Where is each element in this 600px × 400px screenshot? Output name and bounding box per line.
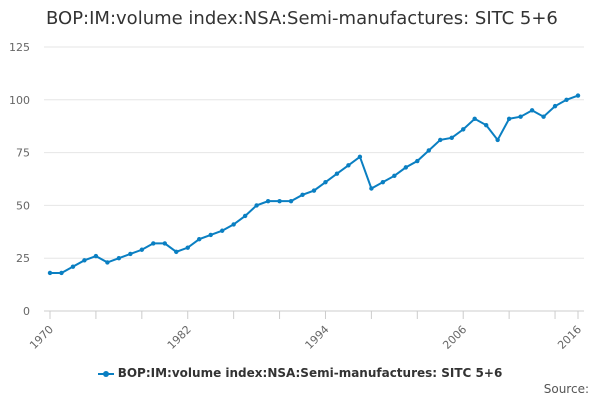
data-point [357,154,363,160]
data-point [334,171,340,176]
data-point [70,264,76,269]
x-tick-label: 1994 [303,323,332,352]
source-label: Source: [543,382,589,396]
data-point [139,247,145,252]
y-tick-label: 50 [16,199,30,212]
data-point [346,163,351,168]
data-point [93,253,99,259]
x-tick-label: 1970 [27,323,56,352]
y-tick-label: 100 [9,94,30,107]
data-point [219,228,225,233]
data-point [151,241,156,246]
data-point [449,135,454,141]
data-point [254,203,259,208]
data-point [116,256,122,261]
data-point [265,198,271,204]
data-point [461,127,466,132]
legend-label: BOP:IM:volume index:NSA:Semi-manufacture… [117,366,503,380]
data-point [277,198,282,204]
data-point [208,232,213,238]
data-point [369,186,374,191]
data-point [105,260,110,265]
chart-title: BOP:IM:volume index:NSA:Semi-manufacture… [46,8,558,29]
data-point [426,148,431,153]
x-tick-label: 1982 [165,323,194,352]
y-tick-label: 125 [9,41,30,54]
y-tick-label: 75 [16,147,30,160]
data-point [288,198,294,204]
y-tick-label: 0 [23,305,30,318]
data-point [47,270,53,276]
data-point [174,249,179,255]
data-point [552,103,558,109]
data-point [472,116,477,122]
data-point [128,251,133,257]
data-point [162,241,167,246]
data-point [323,179,328,185]
data-point [541,114,546,119]
data-point [311,188,317,193]
data-point [185,245,190,250]
data-point [300,192,305,198]
data-point [506,116,512,122]
data-point [59,270,64,276]
x-tick-label: 2006 [440,323,469,352]
y-tick-label: 25 [16,252,30,265]
legend[interactable]: BOP:IM:volume index:NSA:Semi-manufacture… [0,366,600,380]
legend-swatch [97,370,114,377]
data-point [231,222,236,227]
data-point [380,179,386,185]
x-tick-label: 2016 [555,323,584,352]
data-point [392,173,397,179]
data-point [529,108,535,113]
data-point [403,165,409,170]
data-point [82,258,87,263]
data-point [197,236,202,242]
data-point [575,93,581,98]
data-point [495,137,500,143]
data-point [483,122,489,128]
data-point [242,213,248,219]
series-line [50,94,579,274]
data-point [438,137,443,143]
data-point [564,97,569,103]
data-point [518,114,523,119]
data-point [415,158,420,164]
